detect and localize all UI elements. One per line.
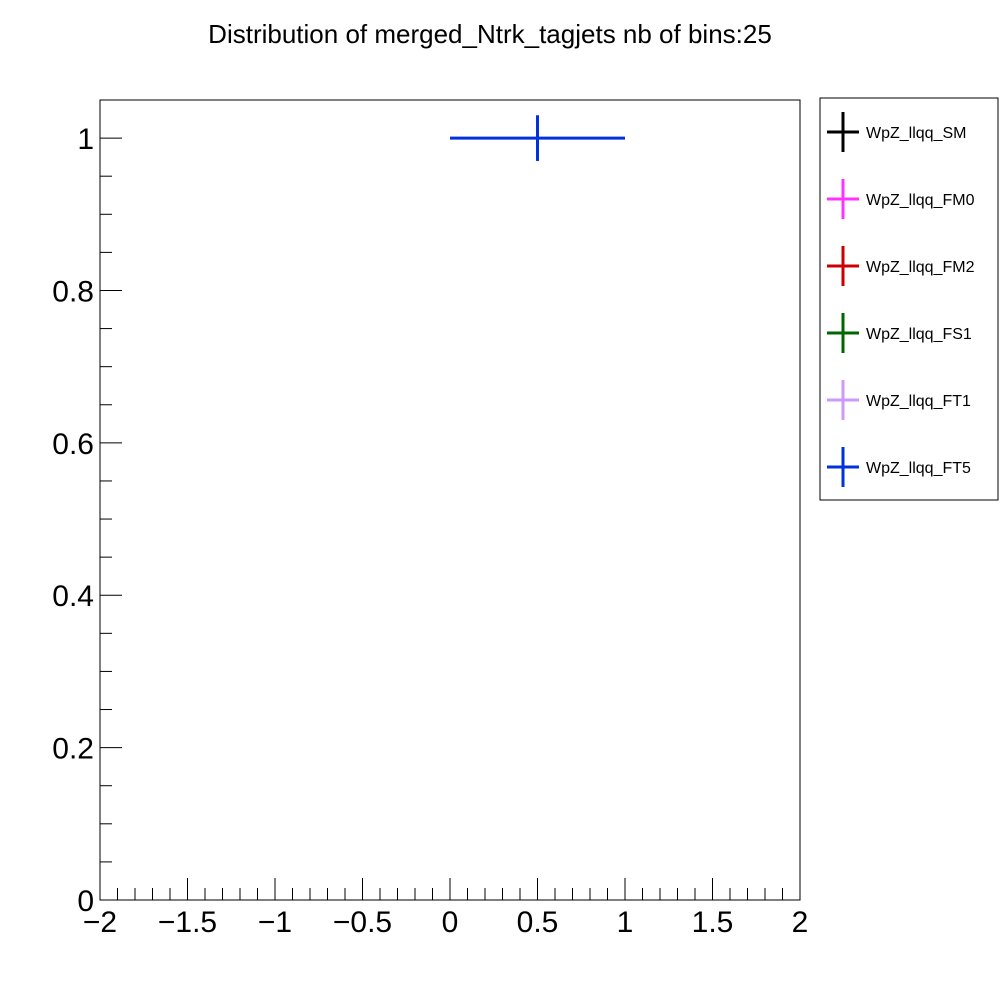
legend-entry: WpZ_llqq_FT1	[827, 380, 971, 420]
y-tick-label: 0.4	[52, 580, 94, 613]
legend-label: WpZ_llqq_FM2	[866, 259, 975, 276]
legend-label: WpZ_llqq_FM0	[866, 192, 975, 209]
y-tick-label: 1	[77, 123, 94, 156]
legend: WpZ_llqq_SM WpZ_llqq_FM0 WpZ_llqq_FM2 WpZ_l…	[819, 97, 999, 501]
data-point	[450, 115, 625, 161]
chart-title: Distribution of merged_Ntrk_tagjets nb o…	[208, 19, 772, 49]
legend-entry: WpZ_llqq_FS1	[827, 313, 972, 353]
legend-entry: WpZ_llqq_SM	[827, 112, 966, 152]
legend-entry: WpZ_llqq_FM0	[827, 179, 975, 219]
legend-box	[819, 97, 999, 501]
y-tick-label: 0.2	[52, 733, 94, 766]
x-tick-label: −0.5	[333, 906, 392, 939]
x-tick-label: 0.5	[517, 906, 559, 939]
x-tick-label: 0	[442, 906, 459, 939]
legend-entry: WpZ_llqq_FT5	[827, 447, 971, 487]
legend-label: WpZ_llqq_SM	[866, 125, 966, 142]
legend-entry: WpZ_llqq_FM2	[827, 246, 975, 286]
x-tick-label: −1	[258, 906, 292, 939]
y-tick-label: 0.8	[52, 275, 94, 308]
legend-label: WpZ_llqq_FS1	[866, 326, 972, 343]
x-tick-label: 1.5	[692, 906, 734, 939]
y-tick-label: 0.6	[52, 428, 94, 461]
x-tick-label: 1	[617, 906, 634, 939]
x-tick-label: 2	[792, 906, 809, 939]
x-tick-label: −2	[83, 906, 117, 939]
y-tick-label: 0	[77, 885, 94, 918]
plot-frame	[99, 99, 801, 901]
axes: −2 −1.5 −1 −0.5 0 0.5 1 1.5 2 0 0.2 0.4 0.6 0.8 1	[52, 99, 809, 939]
legend-label: WpZ_llqq_FT5	[866, 460, 971, 477]
legend-label: WpZ_llqq_FT1	[866, 393, 971, 410]
x-tick-label: −1.5	[158, 906, 217, 939]
data-marks	[450, 115, 625, 161]
